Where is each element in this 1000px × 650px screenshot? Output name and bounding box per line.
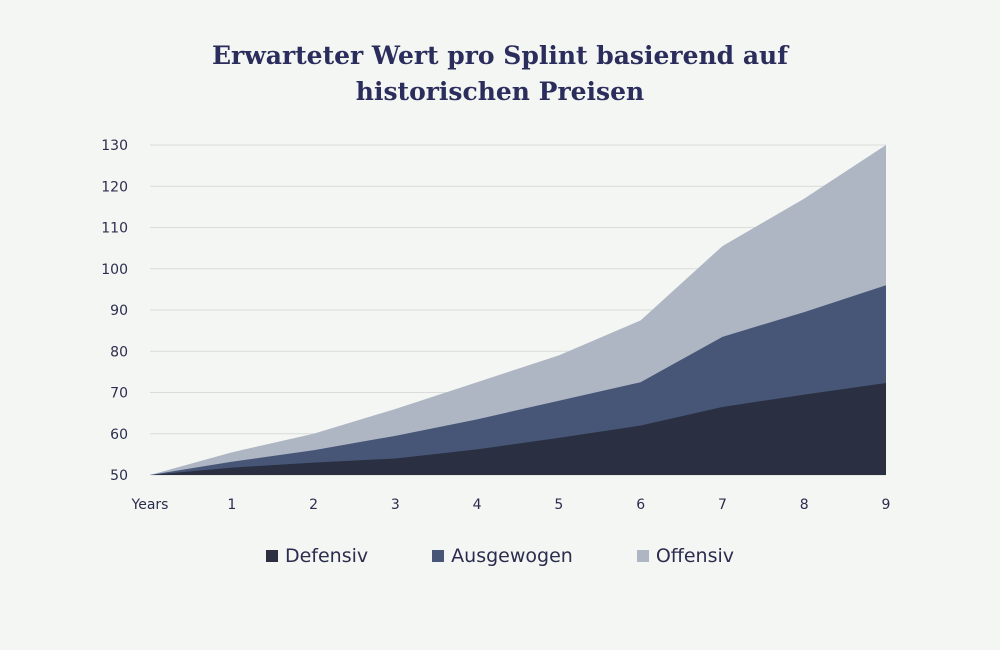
legend-swatch — [432, 550, 445, 562]
legend-item-offensiv: Offensiv — [636, 545, 735, 567]
legend-label: Defensiv — [284, 545, 369, 567]
legend-label: Ausgewogen — [451, 545, 573, 567]
y-tick-label: 60 — [110, 427, 128, 443]
x-tick-label: Years — [131, 497, 169, 513]
x-tick-label: 3 — [391, 497, 400, 513]
chart-title: Erwarteter Wert pro Splint basierend auf… — [0, 38, 1000, 110]
y-tick-label: 130 — [101, 138, 128, 154]
y-tick-label: 100 — [101, 262, 128, 278]
chart-title-line2: historischen Preisen — [355, 77, 645, 106]
legend-item-defensiv: Defensiv — [265, 545, 369, 567]
y-tick-label: 80 — [110, 344, 128, 360]
x-tick-label: 5 — [554, 497, 563, 513]
x-tick-label: 4 — [473, 497, 482, 513]
x-tick-label: 6 — [636, 497, 645, 513]
x-tick-label: 2 — [309, 497, 318, 513]
legend-label: Offensiv — [655, 545, 735, 567]
y-tick-label: 90 — [110, 303, 128, 319]
x-tick-label: 1 — [227, 497, 236, 513]
x-tick-label: 7 — [718, 497, 727, 513]
legend-item-ausgewogen: Ausgewogen — [432, 545, 573, 567]
y-tick-label: 70 — [110, 386, 128, 402]
y-tick-label: 120 — [101, 179, 128, 195]
series-area-defensiv — [150, 383, 886, 475]
y-tick-label: 110 — [101, 221, 128, 237]
x-tick-label: 8 — [800, 497, 809, 513]
chart-title-line1: Erwarteter Wert pro Splint basierend auf — [212, 41, 788, 70]
chart-legend: Defensiv Ausgewogen Offensiv — [0, 545, 1000, 567]
legend-swatch — [265, 550, 278, 562]
x-tick-label: 9 — [882, 497, 891, 513]
legend-swatch — [636, 550, 649, 562]
y-tick-label: 50 — [110, 468, 128, 484]
